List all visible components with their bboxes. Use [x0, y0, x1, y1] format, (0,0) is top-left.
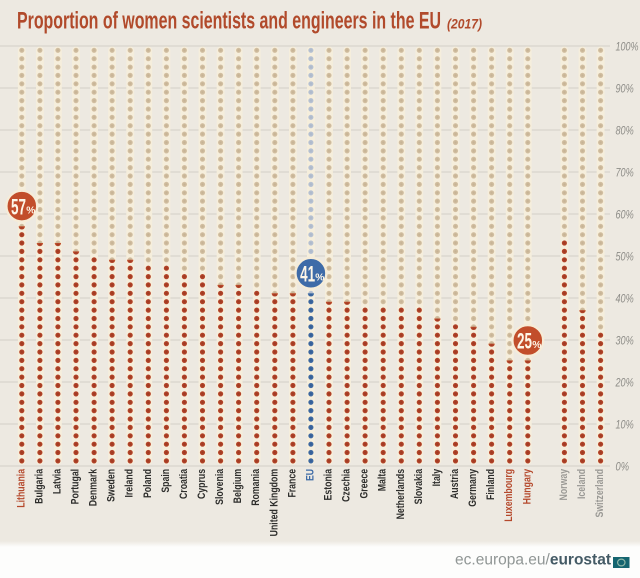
- svg-text:Bulgaria: Bulgaria: [34, 468, 46, 503]
- svg-text:%: %: [26, 206, 35, 217]
- svg-text:0%: 0%: [616, 459, 630, 473]
- svg-text:Sweden: Sweden: [106, 469, 118, 502]
- svg-text:Romania: Romania: [250, 468, 262, 505]
- svg-text:Germany: Germany: [467, 468, 479, 506]
- svg-text:90%: 90%: [616, 81, 634, 95]
- svg-text:25: 25: [517, 329, 532, 354]
- svg-text:Portugal: Portugal: [70, 469, 82, 505]
- svg-text:80%: 80%: [616, 123, 634, 137]
- svg-text:Estonia: Estonia: [323, 468, 335, 500]
- svg-text:Netherlands: Netherlands: [395, 468, 407, 519]
- svg-text:%: %: [315, 273, 324, 284]
- svg-text:EU: EU: [305, 469, 317, 481]
- svg-text:Proportion of women scientists: Proportion of women scientists and engin…: [17, 8, 441, 35]
- svg-text:Ireland: Ireland: [124, 469, 136, 498]
- svg-text:10%: 10%: [616, 417, 634, 431]
- svg-text:Spain: Spain: [160, 469, 172, 493]
- svg-text:57: 57: [11, 194, 26, 219]
- svg-text:30%: 30%: [616, 333, 634, 347]
- svg-text:Norway: Norway: [558, 468, 570, 500]
- svg-text:60%: 60%: [616, 207, 634, 221]
- svg-text:70%: 70%: [616, 165, 634, 179]
- svg-text:(2017): (2017): [447, 16, 482, 32]
- svg-text:Latvia: Latvia: [52, 468, 64, 494]
- svg-text:Greece: Greece: [359, 468, 371, 498]
- svg-text:Malta: Malta: [377, 468, 389, 491]
- svg-text:Cyprus: Cyprus: [196, 468, 208, 499]
- svg-text:Switzerland: Switzerland: [594, 469, 606, 518]
- svg-text:ec.europa.eu/eurostat: ec.europa.eu/eurostat: [455, 552, 611, 569]
- svg-text:Iceland: Iceland: [576, 469, 588, 499]
- svg-text:Denmark: Denmark: [88, 468, 100, 506]
- svg-text:Hungary: Hungary: [522, 468, 534, 504]
- svg-text:100%: 100%: [616, 39, 639, 53]
- svg-text:Croatia: Croatia: [178, 468, 190, 499]
- svg-text:40%: 40%: [616, 291, 634, 305]
- svg-text:Belgium: Belgium: [232, 469, 244, 504]
- svg-text:41: 41: [300, 262, 315, 287]
- svg-text:Poland: Poland: [142, 469, 154, 498]
- svg-text:United Kingdom: United Kingdom: [269, 469, 281, 537]
- svg-text:Lithuania: Lithuania: [16, 468, 28, 507]
- svg-text:Austria: Austria: [449, 468, 461, 499]
- svg-text:Slovenia: Slovenia: [214, 468, 226, 504]
- svg-text:France: France: [287, 468, 299, 497]
- svg-text:Italy: Italy: [431, 468, 443, 486]
- svg-text:Slovakia: Slovakia: [413, 468, 425, 504]
- svg-text:Czechia: Czechia: [341, 468, 353, 501]
- svg-text:Finland: Finland: [485, 469, 497, 500]
- svg-text:20%: 20%: [615, 375, 634, 389]
- svg-text:%: %: [532, 340, 541, 351]
- svg-text:50%: 50%: [616, 249, 634, 263]
- svg-text:Luxembourg: Luxembourg: [503, 469, 515, 522]
